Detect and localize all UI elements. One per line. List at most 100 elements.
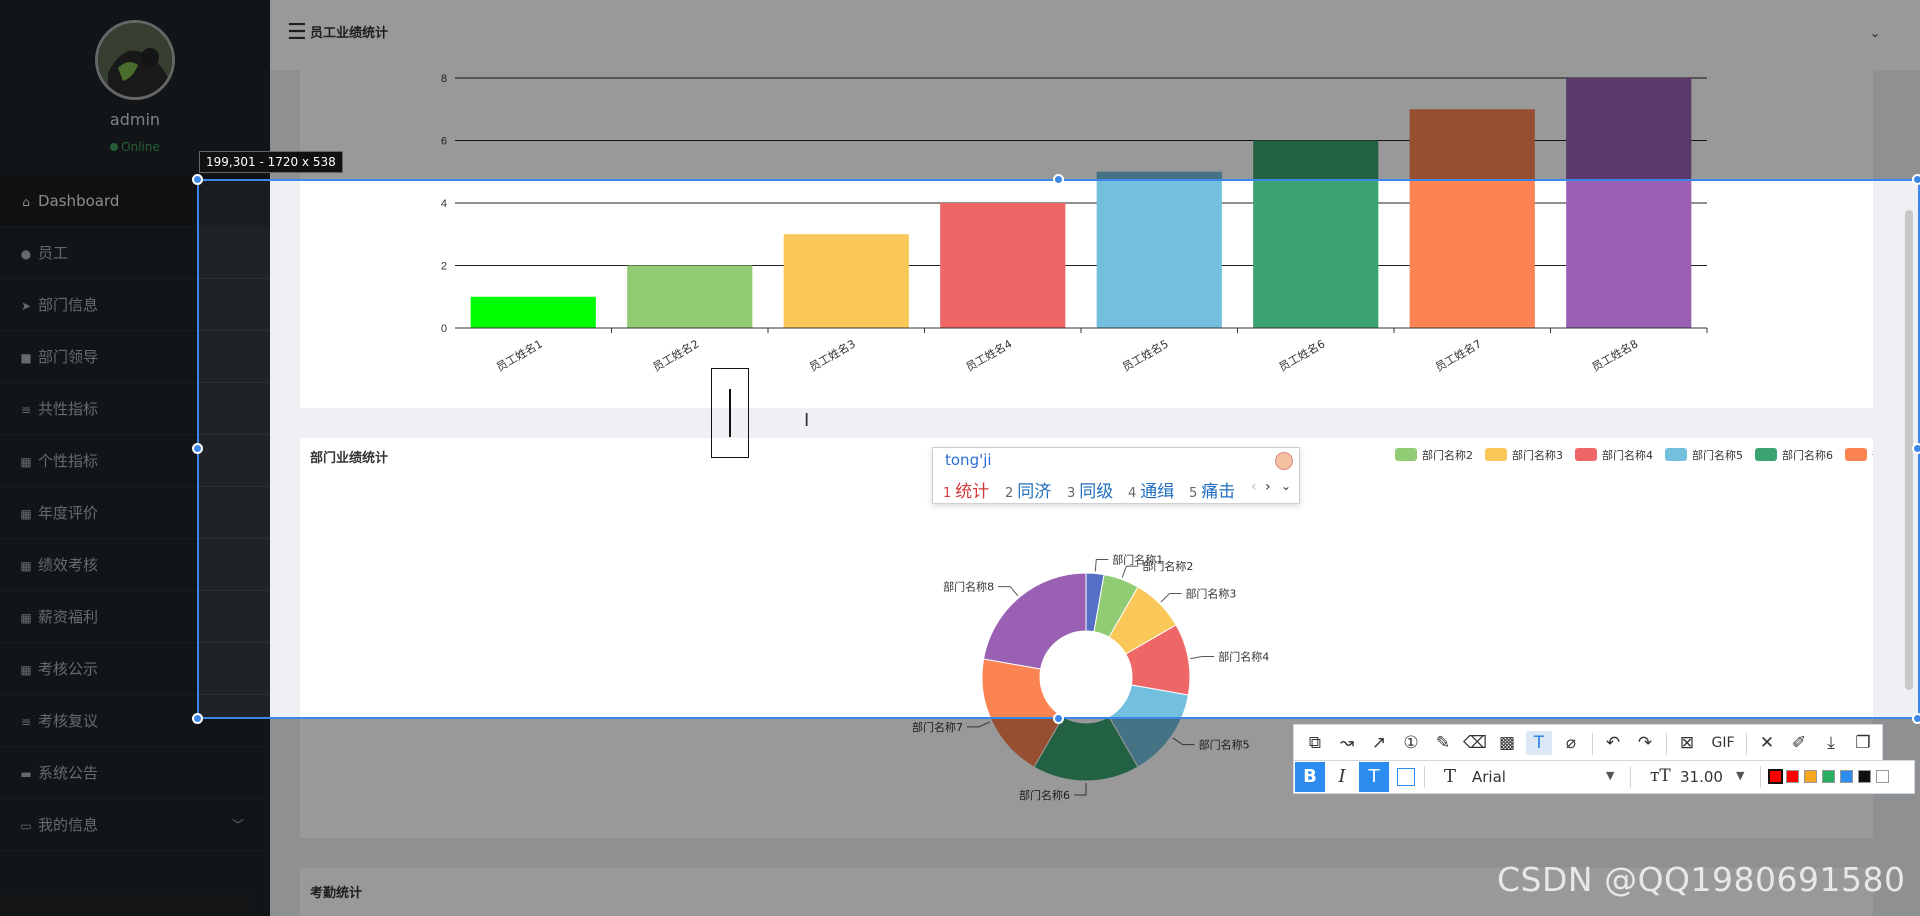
resize-handle-n[interactable] [1053, 174, 1064, 185]
legend-label[interactable]: 部门名称2 [1422, 448, 1473, 462]
sidebar-item-annual-review[interactable]: ▦ 年度评价 [0, 487, 270, 539]
ime-candidate-5[interactable]: 5 痛击 [1189, 477, 1235, 502]
bar[interactable] [1253, 179, 1379, 328]
rectangle-tool-icon[interactable]: ⧉ [1308, 733, 1322, 753]
redo-icon[interactable]: ↷ [1637, 733, 1653, 753]
toolbar-divider [1424, 766, 1425, 788]
gif-icon[interactable]: GIF [1711, 735, 1735, 751]
ocr-icon[interactable]: ⊠ [1679, 733, 1695, 753]
text-outline-button[interactable]: T [1359, 762, 1389, 792]
pie-slice[interactable] [1108, 684, 1189, 719]
legend-label[interactable]: 部门名称4 [1602, 448, 1653, 462]
avatar[interactable] [95, 20, 175, 100]
close-icon[interactable]: ✕ [1759, 733, 1775, 753]
pie-slice[interactable] [983, 572, 1087, 670]
legend-swatch[interactable] [1575, 448, 1597, 461]
resize-handle-nw[interactable] [192, 174, 203, 185]
ime-prev-icon[interactable]: ‹ [1251, 479, 1257, 495]
legend-swatch[interactable] [1755, 448, 1777, 461]
legend-label[interactable]: 部门名称3 [1512, 448, 1563, 462]
bar[interactable] [1096, 179, 1222, 328]
download-icon[interactable]: ⤓ [1827, 733, 1835, 753]
bar[interactable] [470, 296, 596, 328]
sidebar-item-dept-leader[interactable]: ■ 部门领导 [0, 331, 270, 383]
legend-label[interactable]: 部门名称6 [1782, 448, 1833, 462]
resize-handle-ne[interactable] [1912, 174, 1920, 185]
ime-candidate-3[interactable]: 3 同级 [1067, 477, 1113, 502]
bar[interactable] [1409, 179, 1535, 328]
resize-handle-w[interactable] [192, 443, 203, 454]
resize-handle-se[interactable] [1912, 713, 1920, 724]
sidebar-item-performance[interactable]: ▦ 绩效考核 [0, 539, 270, 591]
resize-handle-e[interactable] [1912, 443, 1920, 454]
color-swatch[interactable] [1768, 769, 1783, 784]
hamburger-icon[interactable]: ☰ [287, 20, 307, 45]
font-family-dropdown-icon[interactable]: ▼ [1606, 769, 1615, 782]
legend-swatch[interactable] [1845, 448, 1867, 461]
send-icon: ➤ [20, 299, 32, 313]
candidate-text: 通缉 [1140, 482, 1175, 502]
ime-next-icon[interactable]: › [1265, 479, 1271, 495]
copy-icon[interactable]: ❐ [1855, 733, 1871, 753]
legend-label[interactable]: 部门名称5 [1692, 448, 1743, 462]
sidebar-item-common-index-bright[interactable]: ≡共性指标 [197, 383, 270, 435]
text-tool-icon[interactable]: T [1526, 731, 1552, 755]
sidebar-item-reconsider[interactable]: ≡ 考核复议 [0, 695, 270, 747]
color-swatch[interactable] [1822, 770, 1835, 783]
polyline-tool-icon[interactable]: ↝ [1339, 733, 1355, 753]
bar[interactable] [940, 203, 1066, 328]
ime-expand-icon[interactable]: ⌄ [1281, 479, 1292, 493]
bar[interactable] [1566, 179, 1692, 328]
bold-button[interactable]: B [1295, 762, 1325, 792]
sidebar-item-salary-bright[interactable]: ▦薪资福利 [197, 591, 270, 643]
ime-candidate-2[interactable]: 2 同济 [1005, 477, 1051, 502]
font-size-dropdown-icon[interactable]: ▼ [1736, 769, 1745, 782]
font-family-select[interactable]: Arial [1472, 768, 1506, 786]
text-background-button[interactable] [1391, 762, 1421, 792]
sidebar-item-publicity-bright[interactable]: ▦考核公示 [197, 643, 270, 695]
text-annotation-box[interactable] [711, 368, 749, 458]
arrow-tool-icon[interactable]: ↗ [1371, 733, 1387, 753]
mosaic-tool-icon[interactable]: ▩ [1498, 733, 1516, 753]
sidebar-item-my-info[interactable]: ▭ 我的信息 ﹀ [0, 799, 270, 851]
legend-swatch[interactable] [1665, 448, 1687, 461]
sidebar-item-performance-bright[interactable]: ▦绩效考核 [197, 539, 270, 591]
sidebar-item-employee[interactable]: ● 员工 [0, 227, 270, 279]
undo-icon[interactable]: ↶ [1605, 733, 1621, 753]
pencil-tool-icon[interactable]: ✎ [1435, 733, 1451, 753]
color-swatch[interactable] [1840, 770, 1853, 783]
sidebar-item-department-bright[interactable]: ➤部门信息 [197, 279, 270, 331]
bar[interactable] [627, 265, 753, 329]
sidebar-item-annual-review-bright[interactable]: ▦年度评价 [197, 487, 270, 539]
resize-handle-sw[interactable] [192, 713, 203, 724]
sidebar-item-dept-leader-bright[interactable]: ■部门领导 [197, 331, 270, 383]
number-tool-icon[interactable]: ① [1403, 733, 1419, 753]
legend-swatch[interactable] [1395, 448, 1417, 461]
font-size-input[interactable]: 31.00 [1680, 768, 1723, 786]
sidebar-item-department[interactable]: ➤ 部门信息 [0, 279, 270, 331]
sidebar-item-publicity[interactable]: ▦ 考核公示 [0, 643, 270, 695]
scrollbar-thumb[interactable] [1905, 210, 1913, 690]
color-swatch[interactable] [1858, 770, 1871, 783]
bar[interactable] [783, 234, 909, 328]
resize-handle-s[interactable] [1053, 713, 1064, 724]
sidebar-item-employee-bright[interactable]: ●员工 [197, 227, 270, 279]
color-swatch[interactable] [1876, 770, 1889, 783]
color-swatch[interactable] [1786, 770, 1799, 783]
sidebar-item-personal-index[interactable]: ▦ 个性指标 [0, 435, 270, 487]
sidebar-item-salary[interactable]: ▦ 薪资福利 [0, 591, 270, 643]
ime-candidate-1[interactable]: 1 统计 [943, 477, 989, 502]
sidebar-item-personal-index-bright[interactable]: ▦个性指标 [197, 435, 270, 487]
pie-slice[interactable] [981, 658, 1064, 719]
italic-button[interactable]: I [1338, 766, 1346, 787]
sidebar-item-announcement[interactable]: ▬ 系统公告 [0, 747, 270, 799]
header-dropdown-icon[interactable]: ⌄ [1870, 26, 1881, 40]
sidebar-item-common-index[interactable]: ≡ 共性指标 [0, 383, 270, 435]
ime-candidate-4[interactable]: 4 通缉 [1128, 477, 1174, 502]
pin-icon[interactable]: ✐ [1791, 733, 1807, 753]
color-swatch[interactable] [1804, 770, 1817, 783]
eraser-tool-icon[interactable]: ⌀ [1565, 733, 1577, 753]
marker-tool-icon[interactable]: ⌫ [1462, 733, 1488, 753]
sidebar-item-dashboard-bright[interactable]: ⌂Dashboard [197, 179, 270, 227]
legend-swatch[interactable] [1485, 448, 1507, 461]
